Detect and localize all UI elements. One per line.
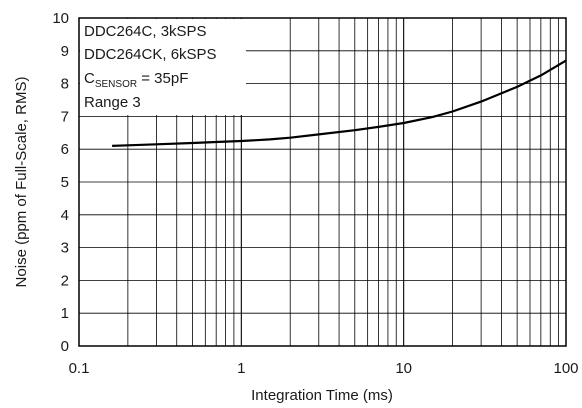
y-tick-label: 7: [61, 108, 69, 125]
y-tick-label: 4: [61, 207, 69, 224]
annotation-capacitance-symbol: C: [84, 70, 95, 87]
annotation-range: Range 3: [84, 94, 141, 111]
y-tick-label: 8: [61, 76, 69, 93]
y-tick-label: 9: [61, 43, 69, 60]
series-layer: [112, 59, 567, 147]
x-tick-label: 0.1: [69, 360, 90, 377]
x-axis-label: Integration Time (ms): [251, 387, 393, 404]
tick-labels: 0 1 2 3 4 5 6 7 8 9 10 0.1 1 10 100: [52, 10, 578, 377]
y-tick-label: 2: [61, 272, 69, 289]
plot-frame: [78, 17, 567, 347]
annotation-capacitance: CSENSOR = 35pF: [84, 70, 188, 90]
annotation-device-2: DDC264CK, 6kSPS: [84, 46, 217, 63]
x-tick-label: 10: [395, 360, 412, 377]
annotation-capacitance-subscript: SENSOR: [95, 79, 137, 90]
y-tick-label: 1: [61, 305, 69, 322]
y-tick-label: 6: [61, 141, 69, 158]
y-tick-label: 5: [61, 174, 69, 191]
x-tick-label: 1: [237, 360, 245, 377]
y-tick-label: 0: [61, 338, 69, 355]
x-tick-label: 100: [553, 360, 578, 377]
legend-box: [80, 19, 246, 115]
noise-curve: [112, 59, 567, 147]
y-axis-label: Noise (ppm of Full-Scale, RMS): [13, 77, 30, 288]
annotation-capacitance-value: = 35pF: [137, 70, 188, 87]
y-tick-label: 10: [52, 10, 69, 27]
annotation-device-1: DDC264C, 3kSPS: [84, 23, 207, 40]
y-tick-label: 3: [61, 240, 69, 257]
